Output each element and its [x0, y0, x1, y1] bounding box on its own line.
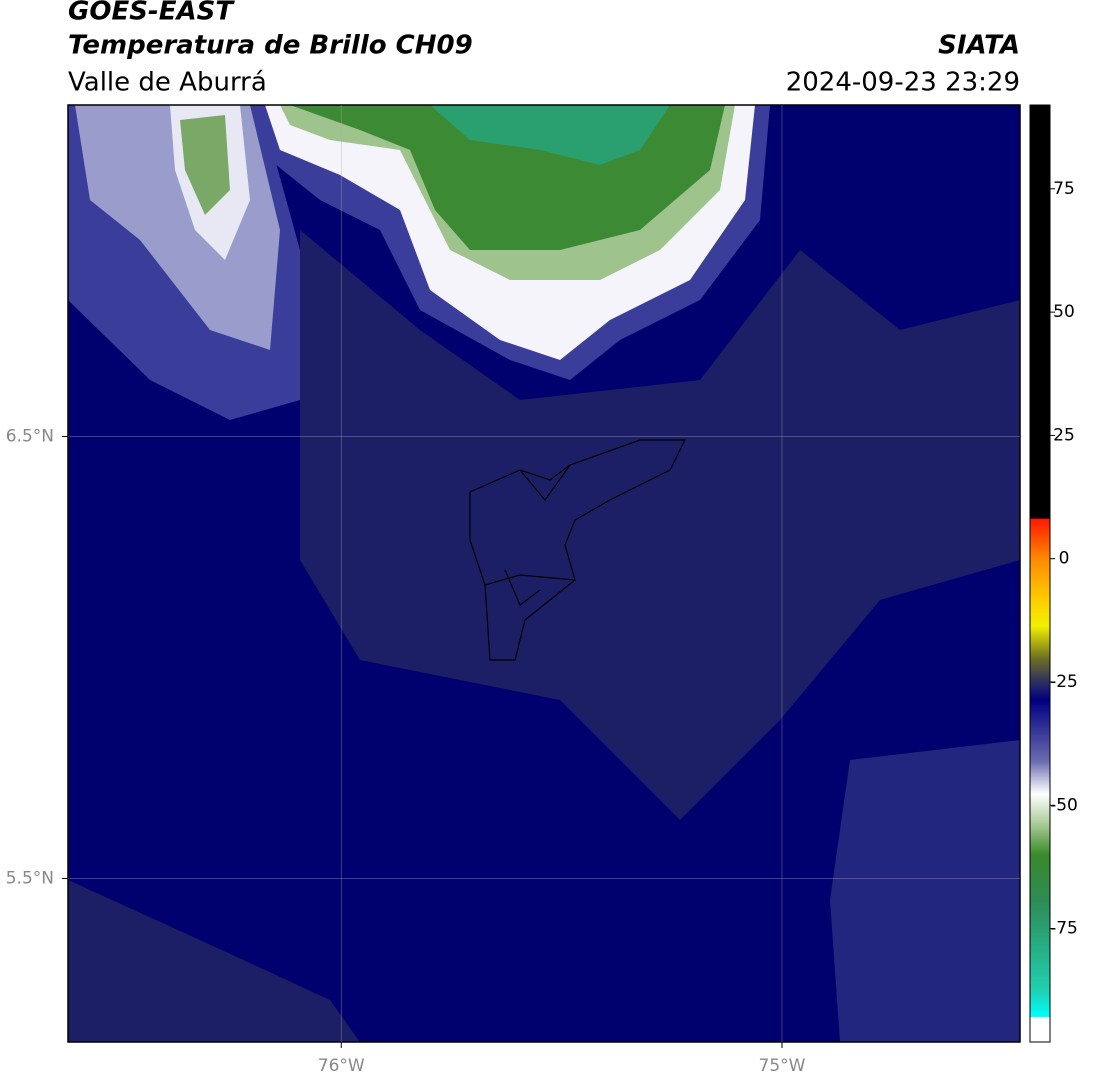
subtitle: Temperatura de Brillo CH09: [68, 31, 473, 61]
colorbar-label: 50: [1053, 302, 1075, 322]
colorbar-label: -25: [1050, 672, 1078, 692]
satellite-image: [68, 105, 1020, 1042]
colorbar-label: 75: [1053, 179, 1075, 199]
source: SIATA: [938, 31, 1020, 61]
y-tick-label: 5.5°N: [6, 868, 54, 888]
datetime: 2024-09-23 23:29: [786, 68, 1020, 98]
map-frame: [67, 104, 1021, 1043]
region: Valle de Aburrá: [68, 68, 267, 98]
title: GOES-EAST: [68, 0, 235, 27]
colorbar-label: -50: [1050, 795, 1078, 815]
colorbar-label: 0: [1059, 549, 1070, 569]
y-tick-label: 6.5°N: [6, 426, 54, 446]
colorbar-label: -75: [1050, 919, 1078, 939]
x-tick-label: 76°W: [318, 1056, 365, 1076]
colorbar: [1029, 104, 1051, 1043]
x-tick-label: 75°W: [759, 1056, 806, 1076]
municipal-boundaries: [469, 439, 686, 661]
colorbar-label: 25: [1053, 425, 1075, 445]
